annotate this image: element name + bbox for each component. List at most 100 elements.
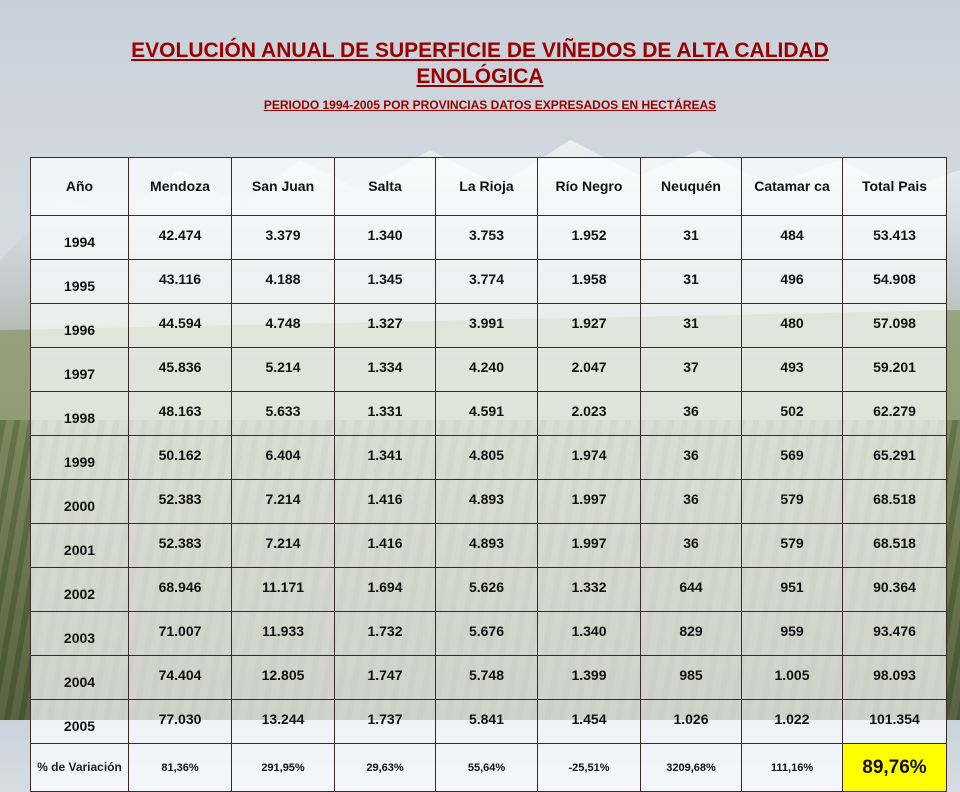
year-cell: 2004	[30, 655, 129, 700]
table-row: 2001 52.383 7.214 1.416 4.893 1.997 36 579 68.51…	[30, 523, 947, 568]
value-cell: 493	[741, 347, 843, 392]
value-cell: 1.345	[334, 259, 436, 304]
page-title: EVOLUCIÓN ANUAL DE SUPERFICIE DE VIÑEDOS…	[131, 39, 829, 88]
table-row: 2004 74.404 12.805 1.747 5.748 1.399 985 1.005 9…	[30, 655, 947, 700]
table-row: 1995 43.116 4.188 1.345 3.774 1.958 31 496 54.90…	[30, 259, 947, 304]
value-cell: 5.841	[435, 699, 538, 744]
year-cell: 2002	[30, 567, 129, 612]
value-cell: 90.364	[842, 567, 947, 612]
value-cell: 13.244	[231, 699, 335, 744]
value-cell: 1.958	[537, 259, 641, 304]
value-cell: 569	[741, 435, 843, 480]
value-cell: 44.594	[128, 303, 232, 348]
value-cell: 7.214	[231, 479, 335, 524]
header-cell: Total Pais	[842, 157, 947, 216]
value-cell: 1.341	[334, 435, 436, 480]
year-cell: 2001	[30, 523, 129, 568]
value-cell: 98.093	[842, 655, 947, 700]
value-cell: 1.022	[741, 699, 843, 744]
value-cell: 4.805	[435, 435, 538, 480]
value-cell: 12.805	[231, 655, 335, 700]
value-cell: 54.908	[842, 259, 947, 304]
value-cell: 1.332	[537, 567, 641, 612]
year-cell: 2000	[30, 479, 129, 524]
total-variation-highlight: 89,76%	[842, 743, 947, 792]
value-cell: 2.023	[537, 391, 641, 436]
variation-cell: -25,51%	[537, 743, 641, 792]
value-cell: 68.518	[842, 523, 947, 568]
year-cell: 1994	[30, 215, 129, 260]
value-cell: 1.927	[537, 303, 641, 348]
table-row: 1998 48.163 5.633 1.331 4.591 2.023 36 502 62.27…	[30, 391, 947, 436]
value-cell: 45.836	[128, 347, 232, 392]
table-body: 1994 42.474 3.379 1.340 3.753 1.952 31 484 53.41…	[30, 215, 947, 744]
value-cell: 1.416	[334, 523, 436, 568]
table-row: 2002 68.946 11.171 1.694 5.626 1.332 644 951 90.…	[30, 567, 947, 612]
value-cell: 484	[741, 215, 843, 260]
value-cell: 4.893	[435, 523, 538, 568]
header-row: Año Mendoza San Juan Salta La Rioja Río …	[30, 157, 947, 216]
value-cell: 36	[640, 479, 742, 524]
value-cell: 48.163	[128, 391, 232, 436]
value-cell: 1.454	[537, 699, 641, 744]
year-cell: 1999	[30, 435, 129, 480]
value-cell: 1.026	[640, 699, 742, 744]
value-cell: 1.331	[334, 391, 436, 436]
value-cell: 1.997	[537, 523, 641, 568]
value-cell: 951	[741, 567, 843, 612]
year-cell: 2003	[30, 611, 129, 656]
value-cell: 4.591	[435, 391, 538, 436]
value-cell: 68.946	[128, 567, 232, 612]
value-cell: 1.416	[334, 479, 436, 524]
value-cell: 3.379	[231, 215, 335, 260]
value-cell: 5.633	[231, 391, 335, 436]
header-cell: Catamar ca	[741, 157, 843, 216]
variation-cell: 55,64%	[435, 743, 538, 792]
value-cell: 68.518	[842, 479, 947, 524]
value-cell: 5.214	[231, 347, 335, 392]
value-cell: 1.974	[537, 435, 641, 480]
value-cell: 31	[640, 259, 742, 304]
value-cell: 1.334	[334, 347, 436, 392]
table-row: 1994 42.474 3.379 1.340 3.753 1.952 31 484 53.41…	[30, 215, 947, 260]
table-row: 2005 77.030 13.244 1.737 5.841 1.454 1.026 1.02…	[30, 699, 947, 744]
header-cell: Año	[30, 157, 129, 216]
year-cell: 1997	[30, 347, 129, 392]
table-row: 1999 50.162 6.404 1.341 4.805 1.974 36 569 65.29…	[30, 435, 947, 480]
value-cell: 1.399	[537, 655, 641, 700]
value-cell: 31	[640, 303, 742, 348]
value-cell: 579	[741, 523, 843, 568]
value-cell: 52.383	[128, 479, 232, 524]
value-cell: 1.694	[334, 567, 436, 612]
value-cell: 3.774	[435, 259, 538, 304]
header-cell: Mendoza	[128, 157, 232, 216]
value-cell: 644	[640, 567, 742, 612]
value-cell: 480	[741, 303, 843, 348]
variation-cell: 111,16%	[741, 743, 843, 792]
value-cell: 1.997	[537, 479, 641, 524]
value-cell: 3.991	[435, 303, 538, 348]
value-cell: 65.291	[842, 435, 947, 480]
header-cell: Neuquén	[640, 157, 742, 216]
value-cell: 2.047	[537, 347, 641, 392]
year-cell: 1998	[30, 391, 129, 436]
table-row: 2003 71.007 11.933 1.732 5.676 1.340 829 959 93.…	[30, 611, 947, 656]
value-cell: 57.098	[842, 303, 947, 348]
value-cell: 11.171	[231, 567, 335, 612]
value-cell: 5.748	[435, 655, 538, 700]
value-cell: 4.893	[435, 479, 538, 524]
year-cell: 2005	[30, 699, 129, 744]
table-row: 1996 44.594 4.748 1.327 3.991 1.927 31 480 57.09…	[30, 303, 947, 348]
variation-cell: 29,63%	[334, 743, 436, 792]
value-cell: 7.214	[231, 523, 335, 568]
value-cell: 4.748	[231, 303, 335, 348]
value-cell: 5.626	[435, 567, 538, 612]
year-cell: 1995	[30, 259, 129, 304]
value-cell: 579	[741, 479, 843, 524]
variation-cell: 81,36%	[128, 743, 232, 792]
page-subtitle: PERIODO 1994-2005 POR PROVINCIAS DATOS E…	[263, 98, 717, 112]
header-cell: San Juan	[231, 157, 335, 216]
variation-label: % de Variación	[30, 743, 129, 792]
value-cell: 985	[640, 655, 742, 700]
table-row: 2000 52.383 7.214 1.416 4.893 1.997 36 579 68.51…	[30, 479, 947, 524]
